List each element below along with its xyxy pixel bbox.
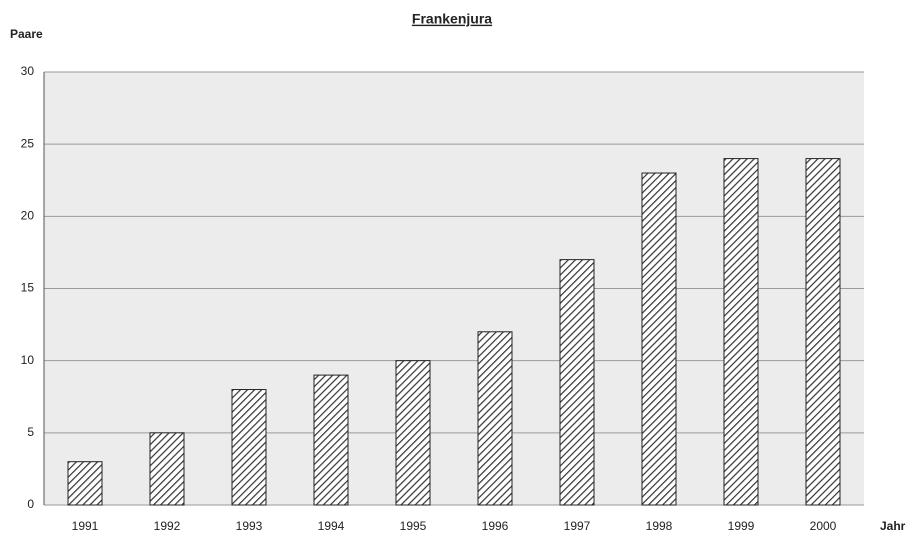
x-tick-label: 1998 <box>646 519 673 533</box>
x-tick-label: 1999 <box>728 519 755 533</box>
x-tick-label: 1993 <box>236 519 263 533</box>
bar <box>805 158 841 506</box>
bar <box>313 374 349 506</box>
bar <box>477 331 513 506</box>
x-tick-label: 1996 <box>482 519 509 533</box>
bar <box>67 461 103 506</box>
bar <box>149 432 185 506</box>
y-tick-label: 15 <box>21 281 35 295</box>
bar <box>231 389 267 506</box>
y-tick-label: 30 <box>21 64 35 78</box>
y-tick-label: 0 <box>27 497 34 511</box>
y-tick-label: 25 <box>21 136 35 150</box>
x-tick-label: 1992 <box>154 519 181 533</box>
x-tick-label: 1997 <box>564 519 591 533</box>
bar <box>723 158 759 506</box>
x-tick-label: 1995 <box>400 519 427 533</box>
bar <box>559 259 595 506</box>
x-tick-label: 2000 <box>810 519 837 533</box>
y-tick-label: 5 <box>27 425 34 439</box>
x-tick-label: 1991 <box>72 519 99 533</box>
bar <box>395 360 431 506</box>
x-axis-label: Jahr <box>880 519 906 533</box>
chart-title: Frankenjura <box>412 11 492 27</box>
x-tick-label: 1994 <box>318 519 345 533</box>
y-tick-label: 20 <box>21 209 35 223</box>
y-axis-label: Paare <box>10 27 43 41</box>
bar <box>641 172 677 506</box>
y-tick-label: 10 <box>21 353 35 367</box>
